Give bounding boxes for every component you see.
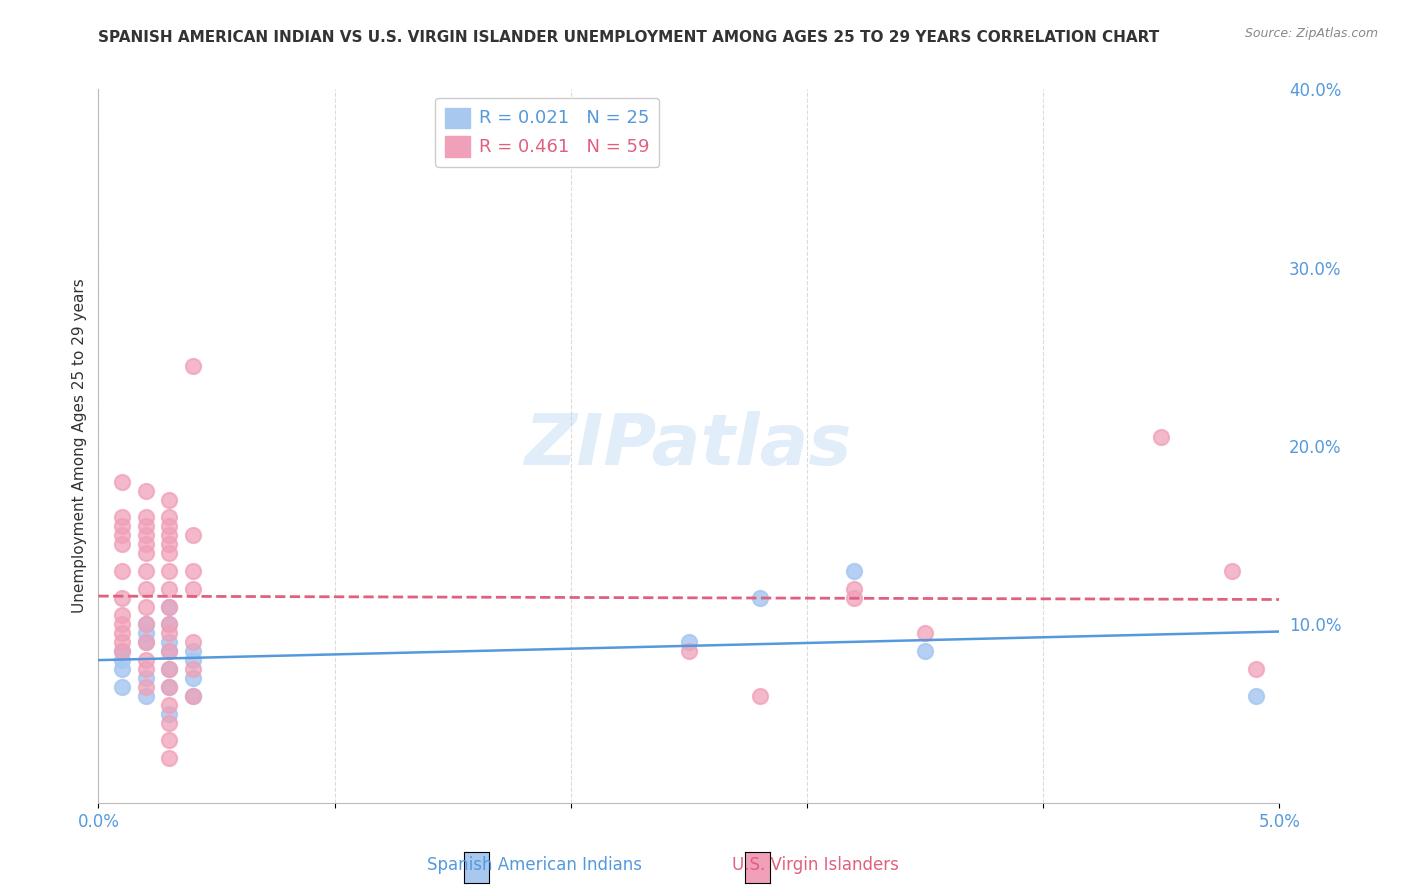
- Point: [135, 635, 157, 649]
- Point: [135, 510, 157, 524]
- Point: [111, 564, 134, 578]
- Point: [157, 564, 180, 578]
- Point: [111, 537, 134, 551]
- Point: [135, 617, 157, 632]
- Point: [157, 715, 180, 730]
- Point: [135, 564, 157, 578]
- Point: [111, 510, 134, 524]
- Point: [135, 662, 157, 676]
- Point: [157, 662, 180, 676]
- Point: [157, 492, 180, 507]
- Point: [135, 671, 157, 685]
- Point: [844, 564, 866, 578]
- Point: [157, 644, 180, 658]
- Point: [181, 671, 204, 685]
- Point: [135, 537, 157, 551]
- Point: [111, 519, 134, 533]
- Point: [157, 519, 180, 533]
- Point: [135, 582, 157, 596]
- Point: [135, 635, 157, 649]
- Point: [135, 599, 157, 614]
- Point: [181, 662, 204, 676]
- Point: [844, 591, 866, 605]
- Point: [111, 608, 134, 623]
- Point: [111, 653, 134, 667]
- Point: [181, 689, 204, 703]
- Point: [157, 510, 180, 524]
- Point: [135, 519, 157, 533]
- Point: [157, 528, 180, 542]
- Point: [111, 662, 134, 676]
- Point: [135, 653, 157, 667]
- Point: [111, 617, 134, 632]
- Point: [157, 698, 180, 712]
- Point: [181, 528, 204, 542]
- Point: [111, 626, 134, 640]
- Point: [157, 537, 180, 551]
- Point: [157, 706, 180, 721]
- Point: [914, 626, 936, 640]
- Point: [181, 564, 204, 578]
- Point: [181, 644, 204, 658]
- Point: [157, 733, 180, 747]
- Point: [1244, 662, 1267, 676]
- Point: [157, 680, 180, 694]
- Point: [135, 626, 157, 640]
- Point: [748, 591, 770, 605]
- Point: [157, 599, 180, 614]
- Point: [157, 546, 180, 560]
- Point: [914, 644, 936, 658]
- Point: [111, 591, 134, 605]
- Point: [135, 689, 157, 703]
- Point: [135, 546, 157, 560]
- Point: [111, 644, 134, 658]
- Point: [111, 528, 134, 542]
- Point: [157, 617, 180, 632]
- Point: [157, 644, 180, 658]
- Point: [1244, 689, 1267, 703]
- Point: [135, 680, 157, 694]
- Point: [157, 635, 180, 649]
- Point: [1220, 564, 1243, 578]
- Point: [157, 662, 180, 676]
- Text: U.S. Virgin Islanders: U.S. Virgin Islanders: [733, 855, 898, 873]
- Point: [748, 689, 770, 703]
- Point: [111, 644, 134, 658]
- Point: [157, 617, 180, 632]
- Point: [157, 582, 180, 596]
- Point: [111, 680, 134, 694]
- Y-axis label: Unemployment Among Ages 25 to 29 years: Unemployment Among Ages 25 to 29 years: [72, 278, 87, 614]
- Point: [181, 653, 204, 667]
- Text: SPANISH AMERICAN INDIAN VS U.S. VIRGIN ISLANDER UNEMPLOYMENT AMONG AGES 25 TO 29: SPANISH AMERICAN INDIAN VS U.S. VIRGIN I…: [98, 29, 1160, 45]
- Point: [181, 635, 204, 649]
- Point: [678, 635, 700, 649]
- Text: ZIPatlas: ZIPatlas: [526, 411, 852, 481]
- Point: [181, 689, 204, 703]
- Point: [135, 617, 157, 632]
- Point: [157, 626, 180, 640]
- Legend: R = 0.021   N = 25, R = 0.461   N = 59: R = 0.021 N = 25, R = 0.461 N = 59: [436, 97, 659, 167]
- Text: Source: ZipAtlas.com: Source: ZipAtlas.com: [1244, 27, 1378, 40]
- Point: [111, 635, 134, 649]
- Point: [157, 599, 180, 614]
- Point: [1150, 430, 1173, 444]
- Point: [135, 528, 157, 542]
- Text: Spanish American Indians: Spanish American Indians: [427, 855, 641, 873]
- Point: [181, 582, 204, 596]
- Point: [678, 644, 700, 658]
- Point: [844, 582, 866, 596]
- Point: [157, 751, 180, 765]
- Point: [181, 359, 204, 373]
- Point: [111, 475, 134, 489]
- Point: [135, 483, 157, 498]
- Point: [157, 680, 180, 694]
